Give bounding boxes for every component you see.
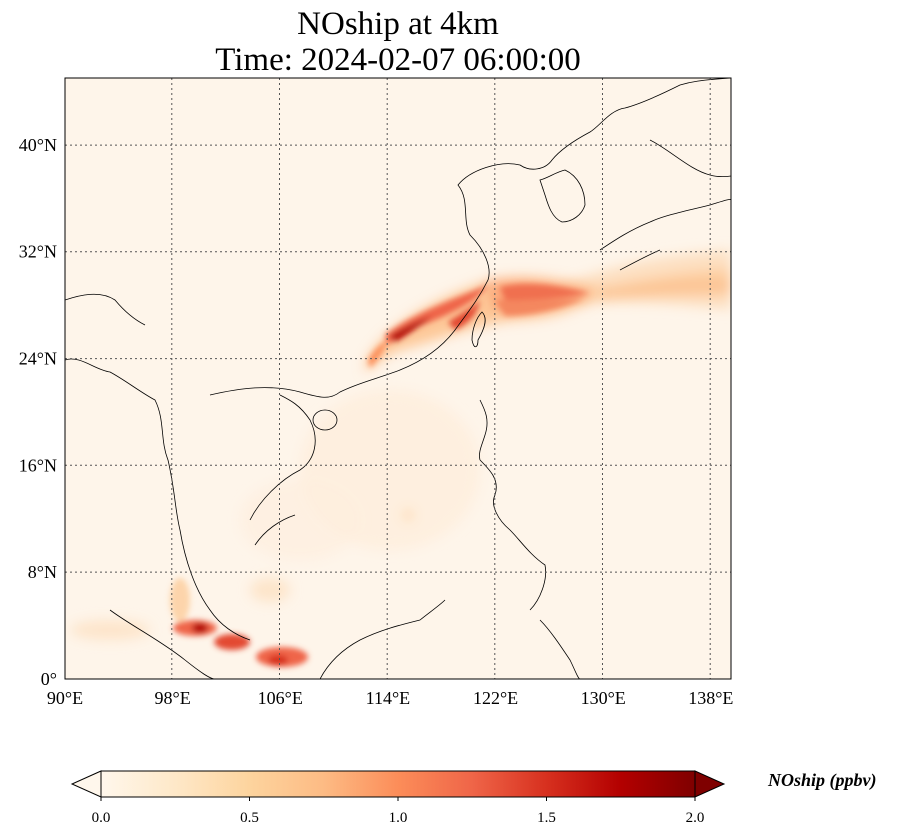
y-tick-label: 24°N: [19, 348, 57, 368]
x-tick-label: 130°E: [581, 688, 626, 708]
colorbar-tick-label: 0.0: [92, 810, 111, 826]
y-tick-label: 8°N: [28, 562, 57, 582]
colorbar-label: NOship (ppbv): [768, 770, 877, 790]
x-tick-label: 98°E: [155, 688, 191, 708]
coastlines: [65, 78, 731, 679]
x-axis-ticks: 90°E 98°E 106°E 114°E 122°E 130°E 138°E: [47, 688, 734, 708]
gridlines: [65, 78, 731, 679]
map-frame: [64, 77, 732, 680]
y-axis-ticks: 0° 8°N 16°N 24°N 32°N 40°N: [19, 135, 57, 689]
colorbar-extend-min: [70, 770, 102, 798]
y-tick-label: 0°: [41, 669, 57, 689]
x-tick-label: 90°E: [47, 688, 83, 708]
x-tick-label: 114°E: [366, 688, 411, 708]
colorbar-tick-label: 1.0: [389, 810, 408, 826]
colorbar-tick-label: 2.0: [686, 810, 705, 826]
malacca-plume: [170, 578, 308, 667]
colorbar-extend-max: [694, 770, 726, 798]
colorbar-ticks: 0.0 0.5 1.0 1.5 2.0: [92, 797, 705, 826]
colorbar-tick-label: 1.5: [537, 810, 556, 826]
colorbar-tick-label: 0.5: [240, 810, 259, 826]
colorbar: 0.0 0.5 1.0 1.5 2.0: [70, 770, 726, 826]
y-tick-label: 16°N: [19, 455, 57, 475]
colorbar-body: [101, 771, 695, 797]
x-tick-label: 122°E: [473, 688, 518, 708]
y-tick-label: 32°N: [19, 242, 57, 262]
x-tick-label: 106°E: [258, 688, 303, 708]
concentration-field: [65, 78, 731, 679]
map-title-line1: NOship at 4km: [297, 6, 499, 42]
y-tick-label: 40°N: [19, 135, 57, 155]
x-tick-label: 138°E: [688, 688, 733, 708]
map-title-line2: Time: 2024-02-07 06:00:00: [215, 42, 581, 78]
field-background: [65, 78, 731, 679]
ecs-plume-core: [368, 283, 590, 368]
